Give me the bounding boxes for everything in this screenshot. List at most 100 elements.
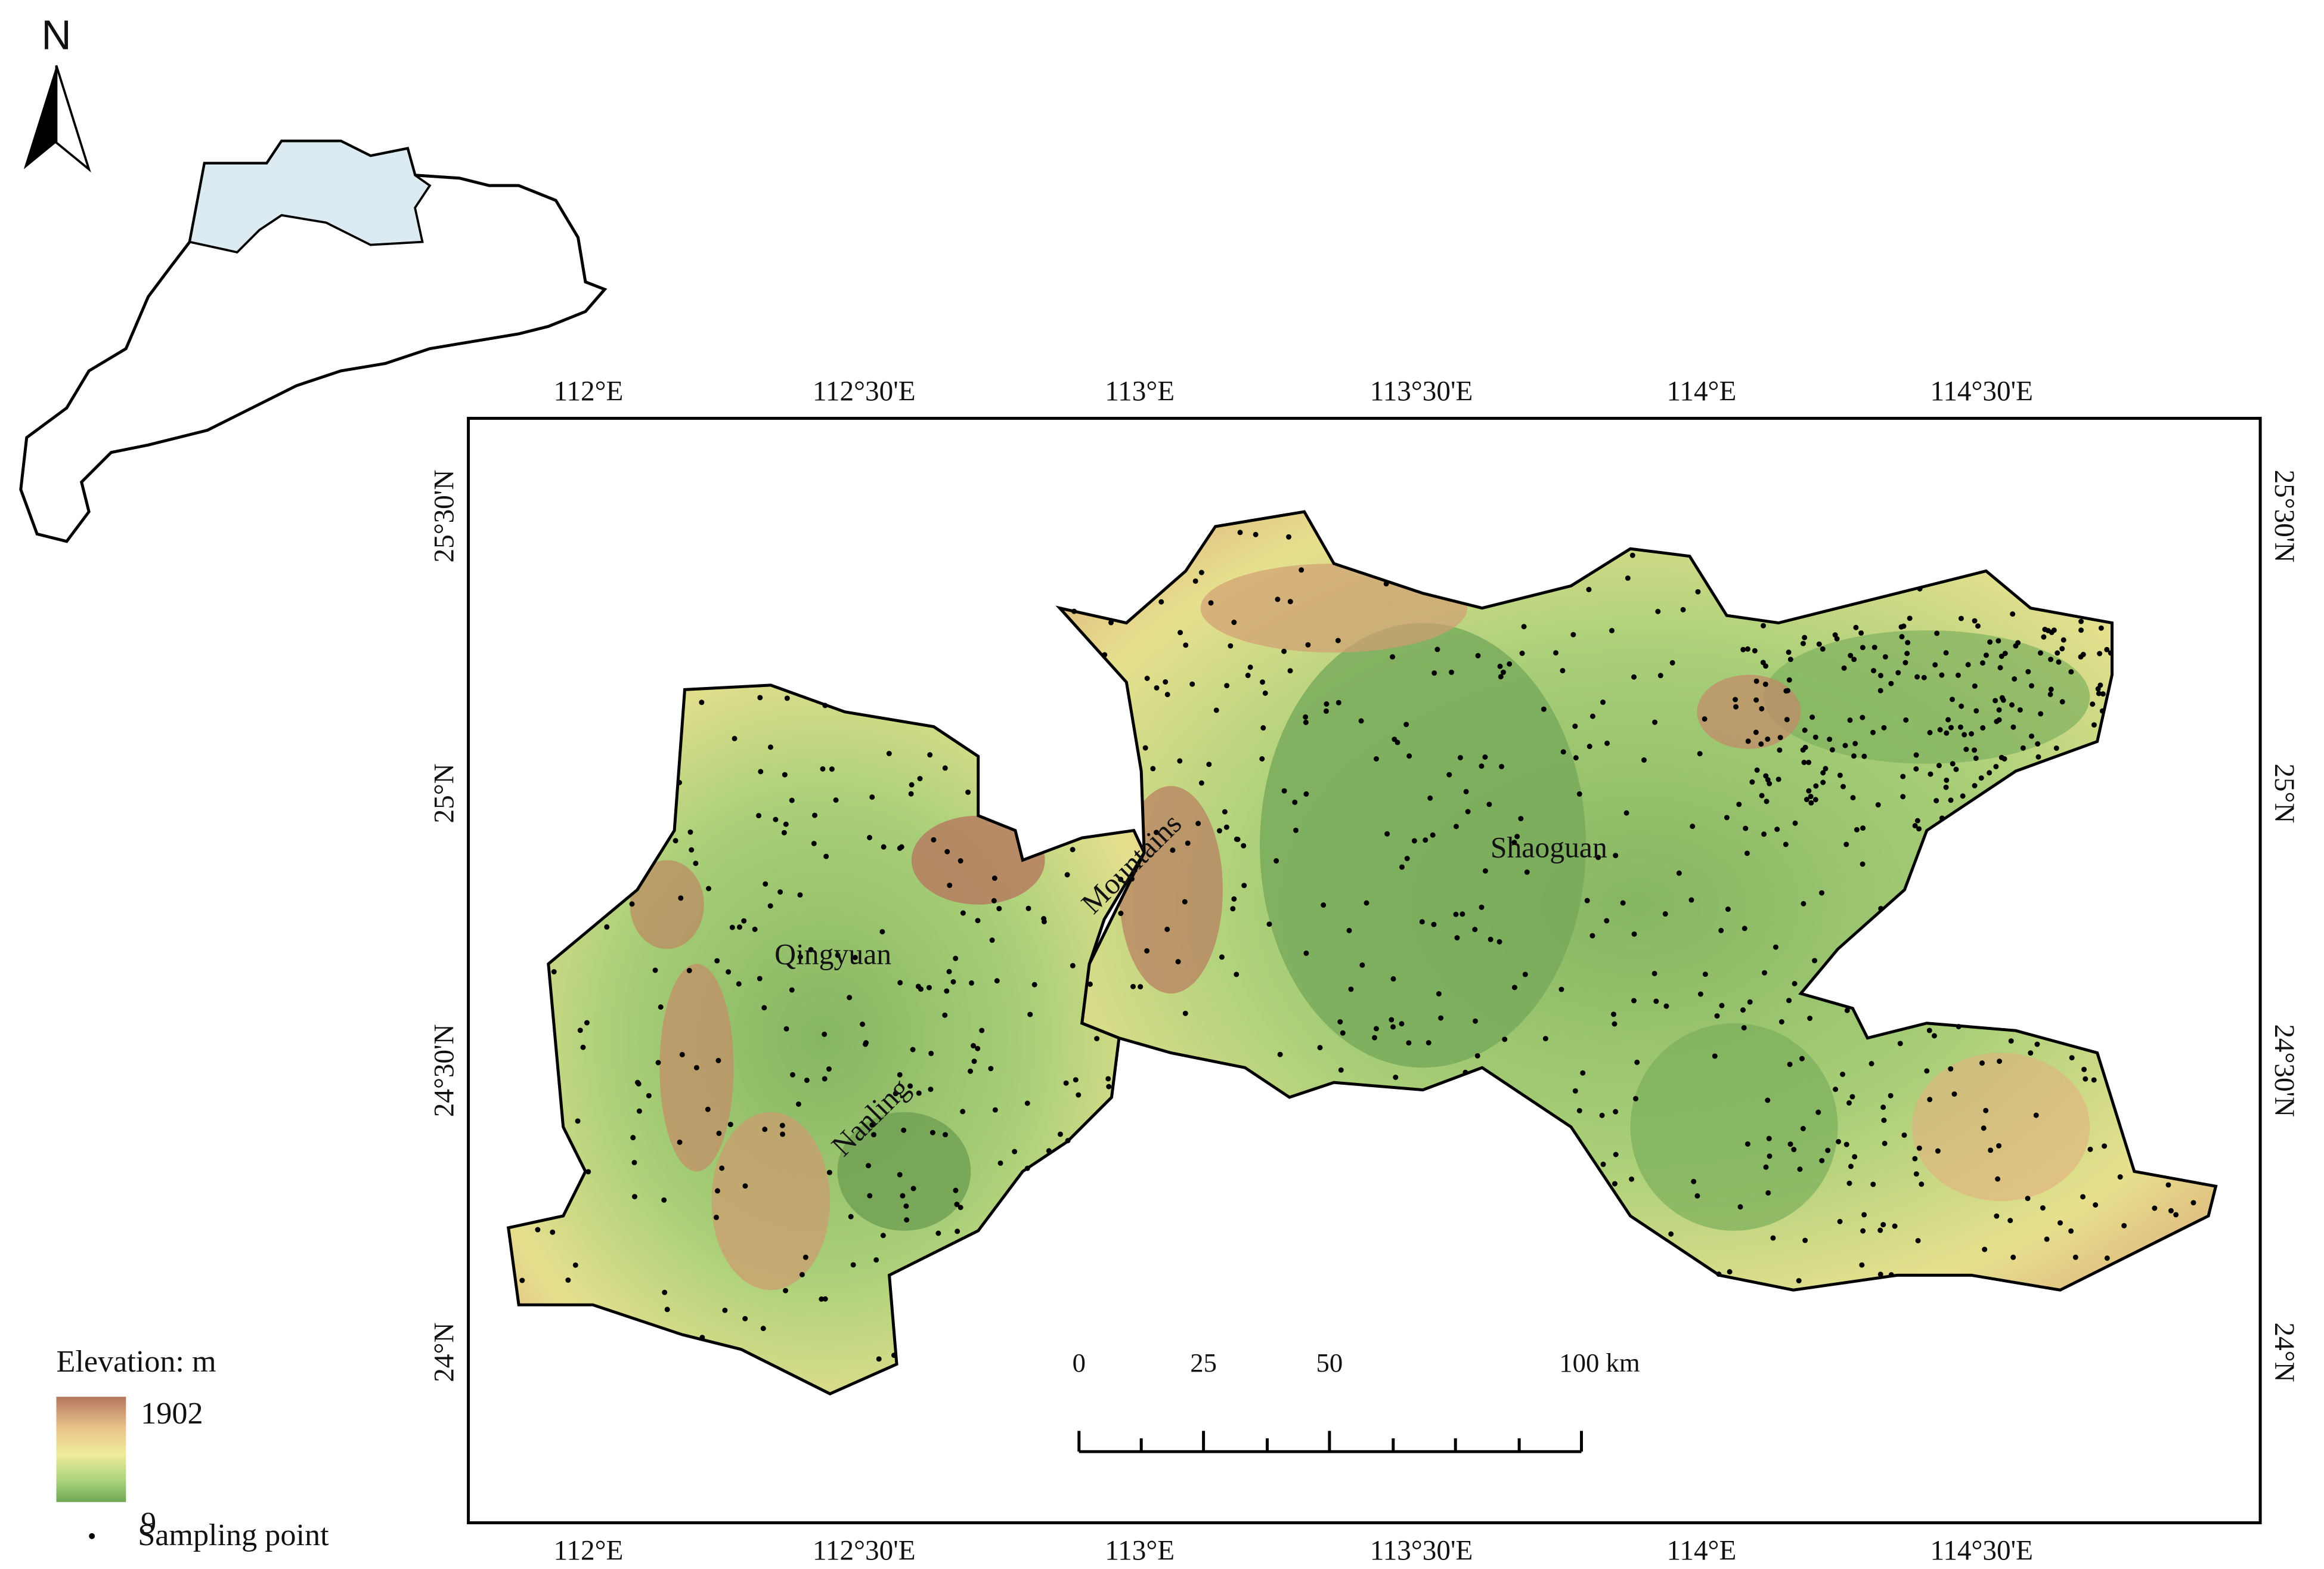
sampling-point — [1558, 986, 1564, 992]
sampling-point — [715, 1057, 721, 1063]
sampling-point — [2108, 650, 2114, 656]
sampling-point — [1950, 697, 1955, 703]
longitude-label: 114°30'E — [1930, 376, 2033, 407]
sampling-point — [1972, 683, 1978, 689]
sampling-point — [1560, 749, 1566, 755]
sampling-point — [1800, 640, 1806, 646]
sampling-point — [1576, 1107, 1582, 1113]
sampling-point — [790, 1072, 795, 1078]
sampling-point — [565, 1277, 571, 1283]
sampling-point — [1436, 991, 1442, 997]
sampling-point — [992, 1107, 998, 1113]
sampling-point — [955, 1228, 960, 1234]
sampling-point — [1975, 623, 1981, 629]
sampling-point — [879, 929, 885, 934]
sampling-point — [1303, 950, 1309, 956]
sampling-point — [1860, 714, 1866, 720]
sampling-point — [575, 1118, 581, 1124]
sampling-point — [1712, 1053, 1718, 1059]
sampling-point — [1882, 654, 1888, 660]
sampling-point — [928, 1087, 934, 1093]
sampling-point — [867, 1193, 873, 1199]
scale-label: 100 km — [1559, 1348, 1640, 1378]
sampling-point — [1324, 701, 1330, 707]
sampling-point — [1912, 1156, 1918, 1162]
sampling-point — [991, 875, 997, 881]
sampling-point — [1749, 779, 1755, 785]
sampling-point — [1796, 1278, 1802, 1284]
sampling-point — [780, 1131, 786, 1137]
sampling-point — [1995, 1176, 2001, 1182]
sampling-point — [1073, 1077, 1079, 1083]
sampling-point — [898, 844, 904, 850]
sampling-point — [1833, 1087, 1839, 1093]
sampling-point — [1697, 751, 1703, 757]
sampling-point — [1419, 919, 1425, 925]
sampling-point — [1897, 1041, 1903, 1047]
sampling-point — [1359, 962, 1365, 968]
sampling-point — [1406, 753, 1412, 759]
sampling-point — [1765, 736, 1771, 742]
sampling-point — [1786, 677, 1792, 683]
north-arrow-left — [23, 65, 57, 169]
sampling-point — [1453, 911, 1459, 917]
sampling-point — [1767, 1153, 1773, 1159]
sampling-point — [822, 1076, 828, 1082]
sampling-point — [897, 1172, 903, 1178]
sampling-point — [1802, 744, 1808, 750]
sampling-point — [880, 1233, 886, 1239]
sampling-point — [1046, 1148, 1052, 1154]
sampling-point — [988, 1066, 994, 1072]
sampling-point — [1303, 791, 1309, 797]
sampling-point — [1716, 1271, 1722, 1277]
sampling-point — [866, 1163, 872, 1169]
sampling-point — [737, 924, 742, 930]
sampling-point — [1192, 578, 1198, 584]
sampling-point — [584, 1020, 590, 1026]
sampling-point — [1231, 620, 1237, 626]
longitude-label: 114°E — [1666, 376, 1736, 407]
sampling-point — [1611, 1011, 1616, 1017]
sampling-point — [1144, 948, 1150, 954]
sampling-point — [729, 924, 735, 930]
sampling-point — [969, 980, 975, 986]
sampling-point — [1770, 1235, 1776, 1241]
sampling-point — [1449, 669, 1454, 675]
sampling-point — [1623, 810, 1629, 816]
sampling-point — [1881, 1118, 1887, 1124]
sampling-point — [826, 1169, 832, 1175]
sampling-point — [833, 797, 839, 803]
sampling-point — [1247, 664, 1253, 670]
sampling-point — [1427, 795, 1433, 801]
sampling-point — [852, 955, 858, 961]
sampling-point — [812, 812, 818, 818]
sampling-point — [777, 889, 783, 895]
sampling-point — [2087, 1146, 2093, 1152]
sampling-point — [1848, 1163, 1854, 1169]
sampling-point — [871, 1132, 876, 1138]
sampling-point — [1213, 707, 1219, 713]
sampling-point — [1827, 736, 1833, 742]
sampling-point — [1765, 1097, 1771, 1103]
sampling-point — [1613, 1109, 1619, 1115]
sampling-point — [1399, 864, 1405, 870]
shaoguan-boundary — [1055, 510, 2218, 1292]
sampling-point — [823, 853, 829, 859]
sampling-point — [1595, 855, 1601, 861]
sampling-point — [1763, 1164, 1769, 1170]
sampling-point — [900, 1193, 906, 1199]
sampling-point — [1801, 900, 1806, 906]
sampling-point — [863, 1040, 869, 1046]
sampling-point — [1774, 827, 1780, 833]
sampling-point — [1948, 797, 1954, 803]
latitude-label: 24°N — [2269, 1323, 2300, 1382]
sampling-point — [1584, 898, 1590, 903]
latitude-label: 25°N — [429, 763, 460, 823]
sampling-point — [1880, 1104, 1886, 1110]
sampling-point — [947, 883, 953, 889]
sampling-point — [1915, 1237, 1921, 1243]
sampling-point — [1303, 714, 1309, 720]
sampling-point — [1825, 1147, 1831, 1153]
sampling-point — [1777, 735, 1783, 741]
sampling-point — [1745, 738, 1751, 744]
